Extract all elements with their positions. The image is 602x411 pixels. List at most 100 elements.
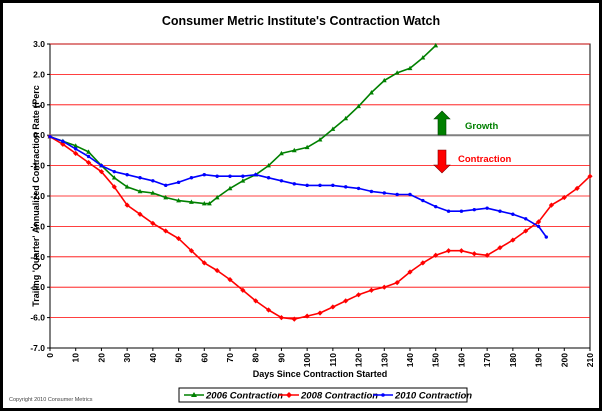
data-point-2008: [574, 185, 580, 191]
data-point-2010: [498, 209, 502, 213]
y-tick-label: -1.0: [30, 161, 45, 171]
data-point-2006: [137, 188, 143, 194]
x-tick-label: 100: [302, 353, 312, 367]
data-point-2006: [407, 65, 413, 71]
legend-marker-2008: [286, 392, 292, 398]
data-point-2006: [201, 201, 207, 206]
data-point-2006: [317, 137, 323, 142]
data-point-2006: [433, 42, 439, 48]
data-point-2010: [344, 185, 348, 189]
data-point-2010: [408, 192, 412, 197]
chart-title: Consumer Metric Institute's Contraction …: [162, 14, 440, 28]
data-point-2006: [356, 103, 361, 109]
legend-box: [178, 387, 468, 403]
data-point-2010: [524, 217, 528, 221]
data-point-2006: [304, 144, 310, 150]
data-point-2008: [471, 251, 477, 257]
data-point-2008: [201, 260, 207, 266]
data-point-2010: [164, 183, 168, 188]
data-point-2010: [138, 176, 142, 180]
data-point-2010: [99, 163, 104, 168]
data-point-2008: [355, 292, 362, 298]
x-tick-label: 180: [508, 353, 518, 367]
data-point-2008: [330, 304, 336, 310]
data-point-2006: [381, 77, 387, 83]
data-point-2008: [407, 269, 413, 275]
x-tick-label: 160: [456, 353, 466, 367]
data-point-2008: [291, 316, 297, 322]
data-point-2010: [536, 224, 541, 229]
x-tick-label: 0: [45, 353, 55, 358]
y-tick-label: -3.0: [30, 221, 45, 231]
x-tick-label: 10: [71, 353, 81, 363]
growth-arrow-icon: [433, 110, 451, 136]
chart: Consumer Metric Institute's Contraction …: [9, 14, 595, 403]
data-point-2010: [176, 180, 181, 185]
x-tick-label: 40: [148, 353, 158, 363]
contraction-label: Contraction: [458, 154, 512, 165]
y-axis-ticks: 3.0 2.0 1.0 0.0 -1.0 -2.0 -3.0 -4.0 -5.0 -6.0 -7.0: [30, 39, 50, 353]
data-point-2010: [421, 198, 425, 203]
y-tick-label: 0.0: [33, 130, 45, 140]
data-point-2006: [189, 199, 194, 204]
data-point-2006: [207, 201, 212, 206]
data-point-2010: [434, 204, 438, 209]
data-point-2006: [279, 150, 284, 156]
x-tick-label: 210: [585, 353, 595, 367]
data-point-2008: [278, 315, 285, 321]
data-point-2008: [137, 211, 143, 217]
data-point-2008: [188, 248, 195, 254]
data-point-2006: [176, 197, 181, 203]
data-point-2008: [214, 267, 220, 274]
data-point-2008: [484, 252, 490, 258]
data-point-2010: [395, 192, 399, 197]
data-point-2008: [343, 298, 349, 304]
x-tick-label: 90: [276, 353, 286, 363]
data-point-2010: [446, 209, 451, 213]
data-point-2008: [111, 184, 117, 190]
copyright-text: Copyright 2010 Consumer Metrics: [9, 397, 93, 403]
data-point-2010: [369, 189, 374, 194]
data-point-2008: [420, 260, 426, 266]
y-tick-label: -2.0: [30, 191, 45, 201]
data-point-2008: [73, 150, 79, 157]
data-point-2008: [60, 141, 66, 147]
data-point-2006: [163, 194, 169, 200]
data-point-2006: [291, 147, 297, 153]
data-point-2006: [369, 90, 374, 95]
data-point-2010: [382, 191, 386, 195]
data-point-2010: [279, 179, 284, 183]
x-tick-label: 30: [122, 353, 132, 363]
x-tick-label: 50: [174, 353, 184, 363]
y-axis-label: Trailing 'Quarter' Annualized Contractio…: [31, 85, 41, 306]
data-point-2010: [266, 176, 271, 180]
x-tick-label: 110: [328, 353, 338, 367]
legend-label-2006: 2006 Contraction: [205, 391, 283, 402]
x-tick-label: 60: [199, 353, 209, 363]
x-tick-label: 130: [379, 353, 389, 367]
series-line-2010: [49, 135, 547, 238]
growth-label: Growth: [465, 121, 498, 132]
x-tick-label: 150: [431, 353, 441, 367]
legend-label-2008: 2008 Contraction: [300, 391, 378, 402]
data-point-2010: [215, 174, 219, 178]
y-tick-label: -6.0: [30, 313, 45, 323]
data-point-2010: [241, 174, 245, 178]
data-point-2010: [48, 135, 52, 139]
x-tick-label: 120: [354, 353, 364, 367]
y-tick-label: -5.0: [30, 282, 45, 292]
x-tick-label: 140: [405, 353, 415, 367]
data-point-2006: [240, 178, 246, 183]
data-point-2010: [202, 173, 206, 177]
data-point-2010: [544, 235, 548, 239]
data-point-2008: [368, 287, 375, 293]
data-point-2008: [85, 159, 92, 166]
legend-marker-2006: [191, 392, 197, 397]
data-point-2010: [356, 186, 361, 191]
data-point-2006: [266, 163, 271, 168]
y-tick-label: -4.0: [30, 252, 45, 262]
data-point-2006: [86, 149, 91, 154]
data-point-2006: [111, 175, 117, 180]
data-point-2010: [86, 154, 91, 159]
data-point-2010: [485, 206, 489, 210]
